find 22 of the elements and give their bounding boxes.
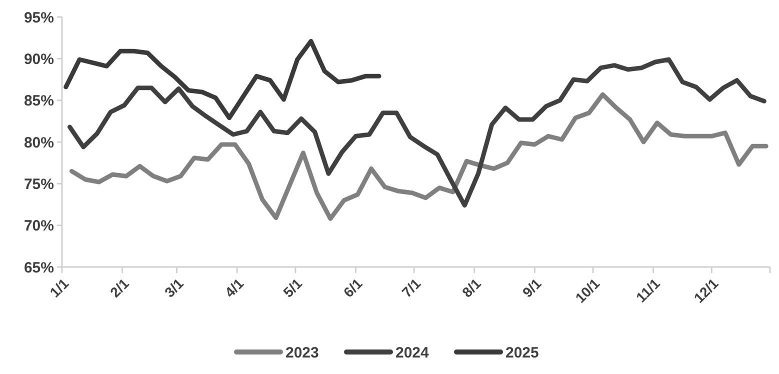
y-tick-label: 85% <box>24 92 54 110</box>
x-tick-label: 2/1 <box>106 275 132 300</box>
x-tick-label: 10/1 <box>572 275 603 306</box>
y-tick-label: 95% <box>24 9 54 26</box>
y-tick-label: 70% <box>24 218 54 235</box>
x-tick-label: 5/1 <box>280 275 306 300</box>
x-tick-label: 7/1 <box>398 275 424 300</box>
x-tick-label: 4/1 <box>222 275 247 300</box>
x-tick-label: 6/1 <box>340 275 366 300</box>
legend-label: 2025 <box>506 344 539 362</box>
x-tick-label: 11/1 <box>632 275 664 306</box>
legend-label: 2023 <box>286 344 319 362</box>
x-tick-label: 12/1 <box>690 275 722 306</box>
y-tick-label: 75% <box>24 176 54 193</box>
y-tick-label: 80% <box>24 134 54 152</box>
legend-label: 2024 <box>396 344 430 362</box>
x-tick-label: 3/1 <box>161 275 186 300</box>
x-tick-label: 1/1 <box>46 275 72 300</box>
x-tick-label: 8/1 <box>458 275 484 300</box>
y-tick-label: 90% <box>24 50 54 68</box>
x-tick-label: 9/1 <box>519 275 544 300</box>
y-tick-label: 65% <box>24 259 54 276</box>
